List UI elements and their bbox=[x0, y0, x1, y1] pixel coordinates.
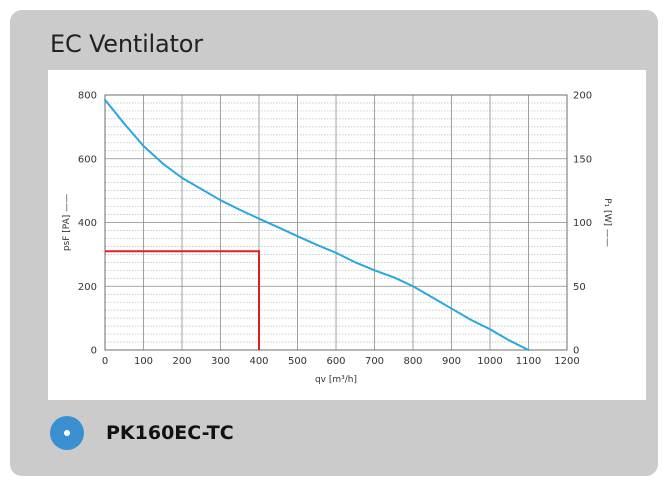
product-name: PK160EC-TC bbox=[106, 422, 234, 444]
x-tick-label: 1000 bbox=[477, 356, 502, 367]
x-tick-label: 500 bbox=[288, 356, 307, 367]
plot-panel: 0 100 200 300 400 500 600 700 800 900 1000 1100 1200… bbox=[48, 70, 646, 400]
y-left-tick-label: 800 bbox=[78, 91, 97, 102]
page-title: EC Ventilator bbox=[50, 30, 203, 58]
series-line bbox=[104, 98, 530, 351]
x-tick-label: 1100 bbox=[516, 356, 541, 367]
x-tick-label: 300 bbox=[211, 356, 230, 367]
x-tick-label: 900 bbox=[442, 356, 461, 367]
y-right-tick-label: 150 bbox=[573, 154, 592, 165]
x-tick-label: 0 bbox=[102, 356, 108, 367]
x-axis-label: qv [m³/h] bbox=[315, 375, 357, 385]
y-right-tick-label: 100 bbox=[573, 218, 592, 229]
y-right-tick-label: 0 bbox=[573, 346, 579, 357]
performance-chart: 0 100 200 300 400 500 600 700 800 900 1000 1100 1200… bbox=[62, 91, 612, 386]
y-left-axis-label: psF [PA] —— bbox=[62, 194, 72, 251]
bullet-dot bbox=[64, 430, 70, 436]
x-tick-label: 700 bbox=[365, 356, 384, 367]
y-left-tick-label: 400 bbox=[78, 218, 97, 229]
x-tick-label: 600 bbox=[326, 356, 345, 367]
x-tick-label: 200 bbox=[172, 356, 191, 367]
x-tick-label: 400 bbox=[249, 356, 268, 367]
product-row: PK160EC-TC bbox=[50, 416, 234, 450]
plot-frame bbox=[104, 94, 568, 351]
circle-dot-icon bbox=[50, 416, 84, 450]
y-left-tick-label: 200 bbox=[78, 282, 97, 293]
operating-point-marker bbox=[105, 250, 260, 350]
x-tick-label: 1200 bbox=[554, 356, 579, 367]
y-right-tick-label: 50 bbox=[573, 282, 586, 293]
x-tick-label: 800 bbox=[403, 356, 422, 367]
x-tick-label: 100 bbox=[134, 356, 153, 367]
y-right-tick-label: 200 bbox=[573, 91, 592, 102]
y-right-axis-label: P₁ [W] —— bbox=[602, 198, 612, 247]
y-left-tick-label: 0 bbox=[91, 346, 97, 357]
y-left-tick-label: 600 bbox=[78, 154, 97, 165]
